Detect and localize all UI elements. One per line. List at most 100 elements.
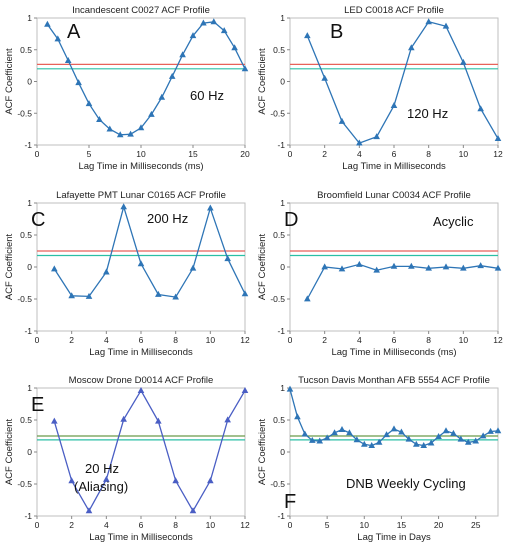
series-line [53, 389, 246, 513]
annotation-text: 200 Hz [147, 211, 188, 226]
y-axis-label: ACF Coefficient [4, 233, 15, 300]
data-point [51, 265, 58, 272]
data-point [200, 19, 207, 26]
x-tick-label: 8 [173, 335, 178, 345]
x-tick-label: 15 [397, 520, 407, 530]
y-tick-label: -0.5 [17, 479, 32, 489]
data-point [286, 385, 294, 392]
y-tick-label: -1 [277, 140, 285, 150]
panel-letter: E [31, 394, 44, 416]
plot-frame [289, 387, 499, 517]
data-point [96, 116, 103, 122]
data-point [408, 262, 415, 269]
x-tick-label: 12 [240, 335, 250, 345]
x-tick-label: 10 [459, 149, 469, 159]
x-axis-label: Lag Time in Days [357, 532, 431, 543]
data-point [172, 477, 179, 484]
x-tick-label: 10 [206, 335, 216, 345]
series-line [306, 21, 499, 144]
data-point [383, 431, 390, 438]
y-tick-label: 1 [280, 13, 285, 23]
x-tick-label: 8 [173, 520, 178, 530]
x-tick-label: 6 [392, 335, 397, 345]
panel-letter: F [284, 491, 296, 513]
data-point [373, 133, 380, 140]
data-point [356, 139, 363, 146]
x-axis-label: Lag Time in Milliseconds (ms) [78, 161, 203, 172]
y-tick-label: 0 [280, 77, 285, 87]
data-point [301, 430, 309, 437]
y-tick-label: 1 [27, 13, 32, 23]
chart-panel-6: Tucson Davis Monthan AFB 5554 ACF Profil… [257, 375, 502, 543]
x-tick-label: 4 [104, 335, 109, 345]
plot-frame [289, 17, 499, 146]
chart-panel-3: Lafayette PMT Lunar C0165 ACF Profile 1 0.… [4, 190, 250, 358]
data-point [373, 266, 380, 273]
y-tick-label: 1 [280, 383, 285, 393]
x-tick-label: 6 [139, 335, 144, 345]
data-point [75, 79, 82, 86]
data-point [120, 415, 127, 422]
data-point [405, 435, 413, 442]
data-point [210, 18, 218, 25]
data-point [460, 264, 467, 271]
data-point [360, 440, 368, 447]
x-tick-label: 10 [360, 520, 370, 530]
data-point [231, 44, 238, 51]
data-point [189, 264, 197, 271]
x-tick-label: 10 [136, 149, 146, 159]
y-axis-label: ACF Coefficient [257, 418, 268, 485]
x-tick-label: 4 [104, 520, 109, 530]
x-tick-label: 5 [325, 520, 330, 530]
data-point [304, 295, 311, 302]
annotation-text: (Aliasing) [74, 479, 128, 494]
y-tick-label: 0 [27, 447, 32, 457]
data-point [137, 124, 145, 131]
data-point [207, 204, 214, 211]
x-tick-label: 0 [288, 520, 293, 530]
panel-title: Moscow Drone D0014 ACF Profile [69, 375, 214, 386]
chart-panel-1: Incandescent C0027 ACF Profile 1 0.5 0 -0.5 -… [4, 5, 250, 172]
data-point [137, 260, 145, 267]
data-point [425, 264, 432, 271]
x-tick-label: 2 [322, 335, 327, 345]
y-axis-label: ACF Coefficient [257, 233, 268, 300]
y-tick-label: 0.5 [273, 415, 285, 425]
y-axis-label: ACF Coefficient [4, 418, 15, 485]
annotation-text: DNB Weekly Cycling [346, 476, 466, 491]
data-point [408, 44, 415, 51]
data-point [207, 477, 214, 484]
x-tick-label: 10 [459, 335, 469, 345]
y-tick-label: 0 [280, 262, 285, 272]
data-point [224, 416, 231, 423]
data-point [435, 433, 442, 440]
data-point [338, 265, 346, 272]
data-point [106, 125, 114, 132]
data-point [64, 56, 72, 63]
y-tick-label: -0.5 [17, 294, 32, 304]
data-point [338, 117, 346, 124]
x-tick-label: 4 [357, 149, 362, 159]
data-point [390, 262, 398, 269]
data-point [375, 438, 383, 445]
data-point [308, 436, 316, 443]
data-point [85, 507, 93, 514]
series-line [289, 389, 499, 447]
x-tick-label: 20 [240, 149, 250, 159]
data-point [189, 32, 197, 39]
data-point [353, 436, 361, 443]
plot-frame [36, 202, 246, 332]
data-point [220, 27, 228, 34]
data-point [241, 290, 249, 297]
x-tick-label: 2 [69, 520, 74, 530]
data-point [479, 432, 487, 439]
data-point [116, 131, 124, 138]
x-tick-label: 6 [392, 149, 397, 159]
y-tick-label: 1 [27, 383, 32, 393]
data-point [323, 434, 331, 441]
data-point [148, 110, 155, 117]
x-tick-label: 15 [188, 149, 198, 159]
data-point [85, 292, 93, 299]
